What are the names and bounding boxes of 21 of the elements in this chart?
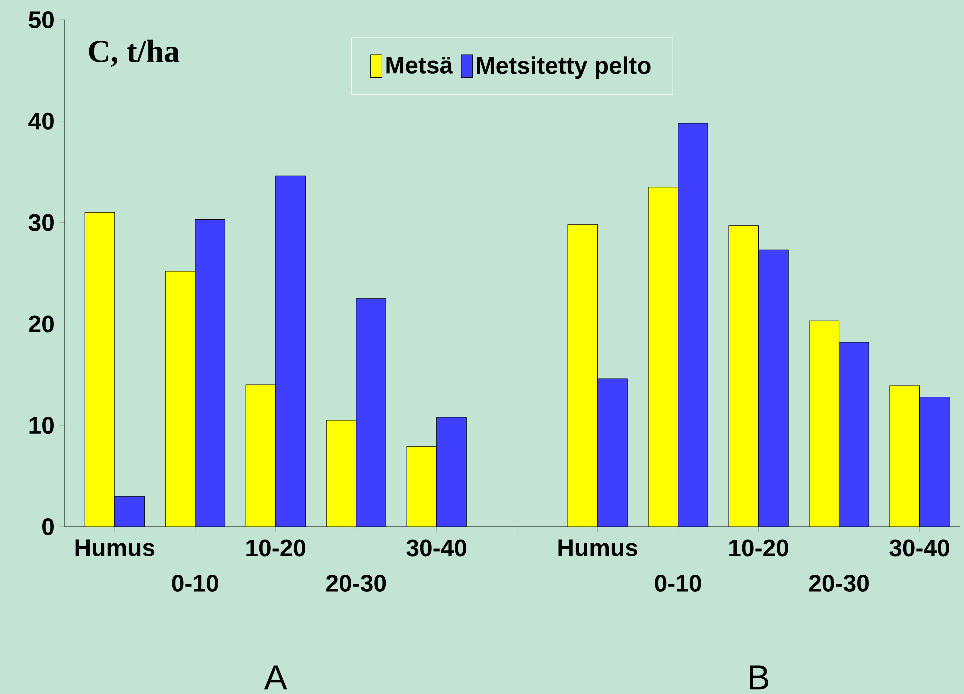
- text: A: [264, 666, 288, 690]
- y-tick-label: 20: [29, 316, 54, 333]
- x-tick-label: 30-40: [406, 540, 467, 557]
- y-tick-label: 0: [42, 518, 54, 536]
- x-tick-label: 10-20: [730, 540, 788, 557]
- x-tick-label: Humus: [76, 540, 155, 556]
- y-axis-title: C, t/ha: [89, 40, 180, 68]
- x-tick-label: Humus: [558, 540, 638, 556]
- legend-label: Metsitetty pelto: [477, 56, 651, 80]
- text: B: [750, 666, 769, 690]
- x-tick-label: 30-40: [890, 540, 950, 557]
- x-tick-label: 0-10: [172, 574, 218, 592]
- y-tick-label: 10: [30, 417, 54, 434]
- x-tick-label: 0-10: [655, 574, 702, 592]
- legend-label: Metsä: [386, 57, 454, 74]
- y-tick-label: 30: [28, 214, 54, 232]
- x-tick-label: 20-30: [809, 574, 869, 592]
- x-tick-label: 10-20: [246, 540, 306, 557]
- x-tick-label: 20-30: [326, 574, 386, 592]
- y-tick-label: 40: [28, 112, 54, 130]
- y-tick-label: 50: [28, 11, 54, 28]
